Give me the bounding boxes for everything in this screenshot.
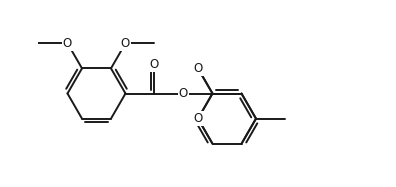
- Text: O: O: [193, 112, 203, 125]
- Text: O: O: [179, 87, 188, 100]
- Text: O: O: [193, 62, 203, 75]
- Text: O: O: [150, 58, 159, 71]
- Text: O: O: [63, 37, 72, 50]
- Text: O: O: [121, 37, 130, 50]
